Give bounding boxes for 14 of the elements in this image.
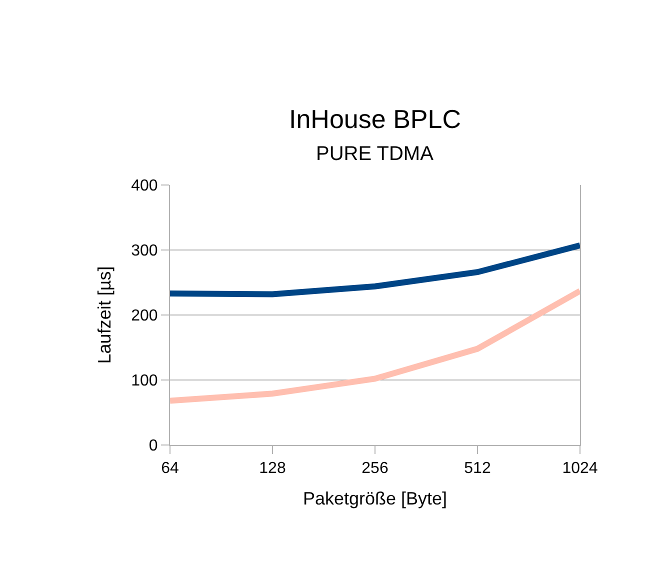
y-tick-label: 300 [131,242,158,260]
x-tick-label: 1024 [562,460,598,478]
y-tick-label: 400 [131,178,158,195]
x-tick-label: 256 [362,460,388,478]
chart-title: InHouse BPLC [289,104,461,134]
y-axis-title: Laufzeit [µs] [94,266,114,364]
y-tick-label: 200 [131,308,158,325]
x-axis-title: Paketgröße [Byte] [302,488,448,508]
x-tick-label: 128 [259,460,286,478]
x-tick-label: 512 [464,460,491,478]
y-tick-label: 0 [148,438,158,455]
x-tick-label: 64 [161,460,179,478]
chart-subtitle: PURE TDMA [316,143,434,165]
y-tick-label: 100 [131,372,158,390]
